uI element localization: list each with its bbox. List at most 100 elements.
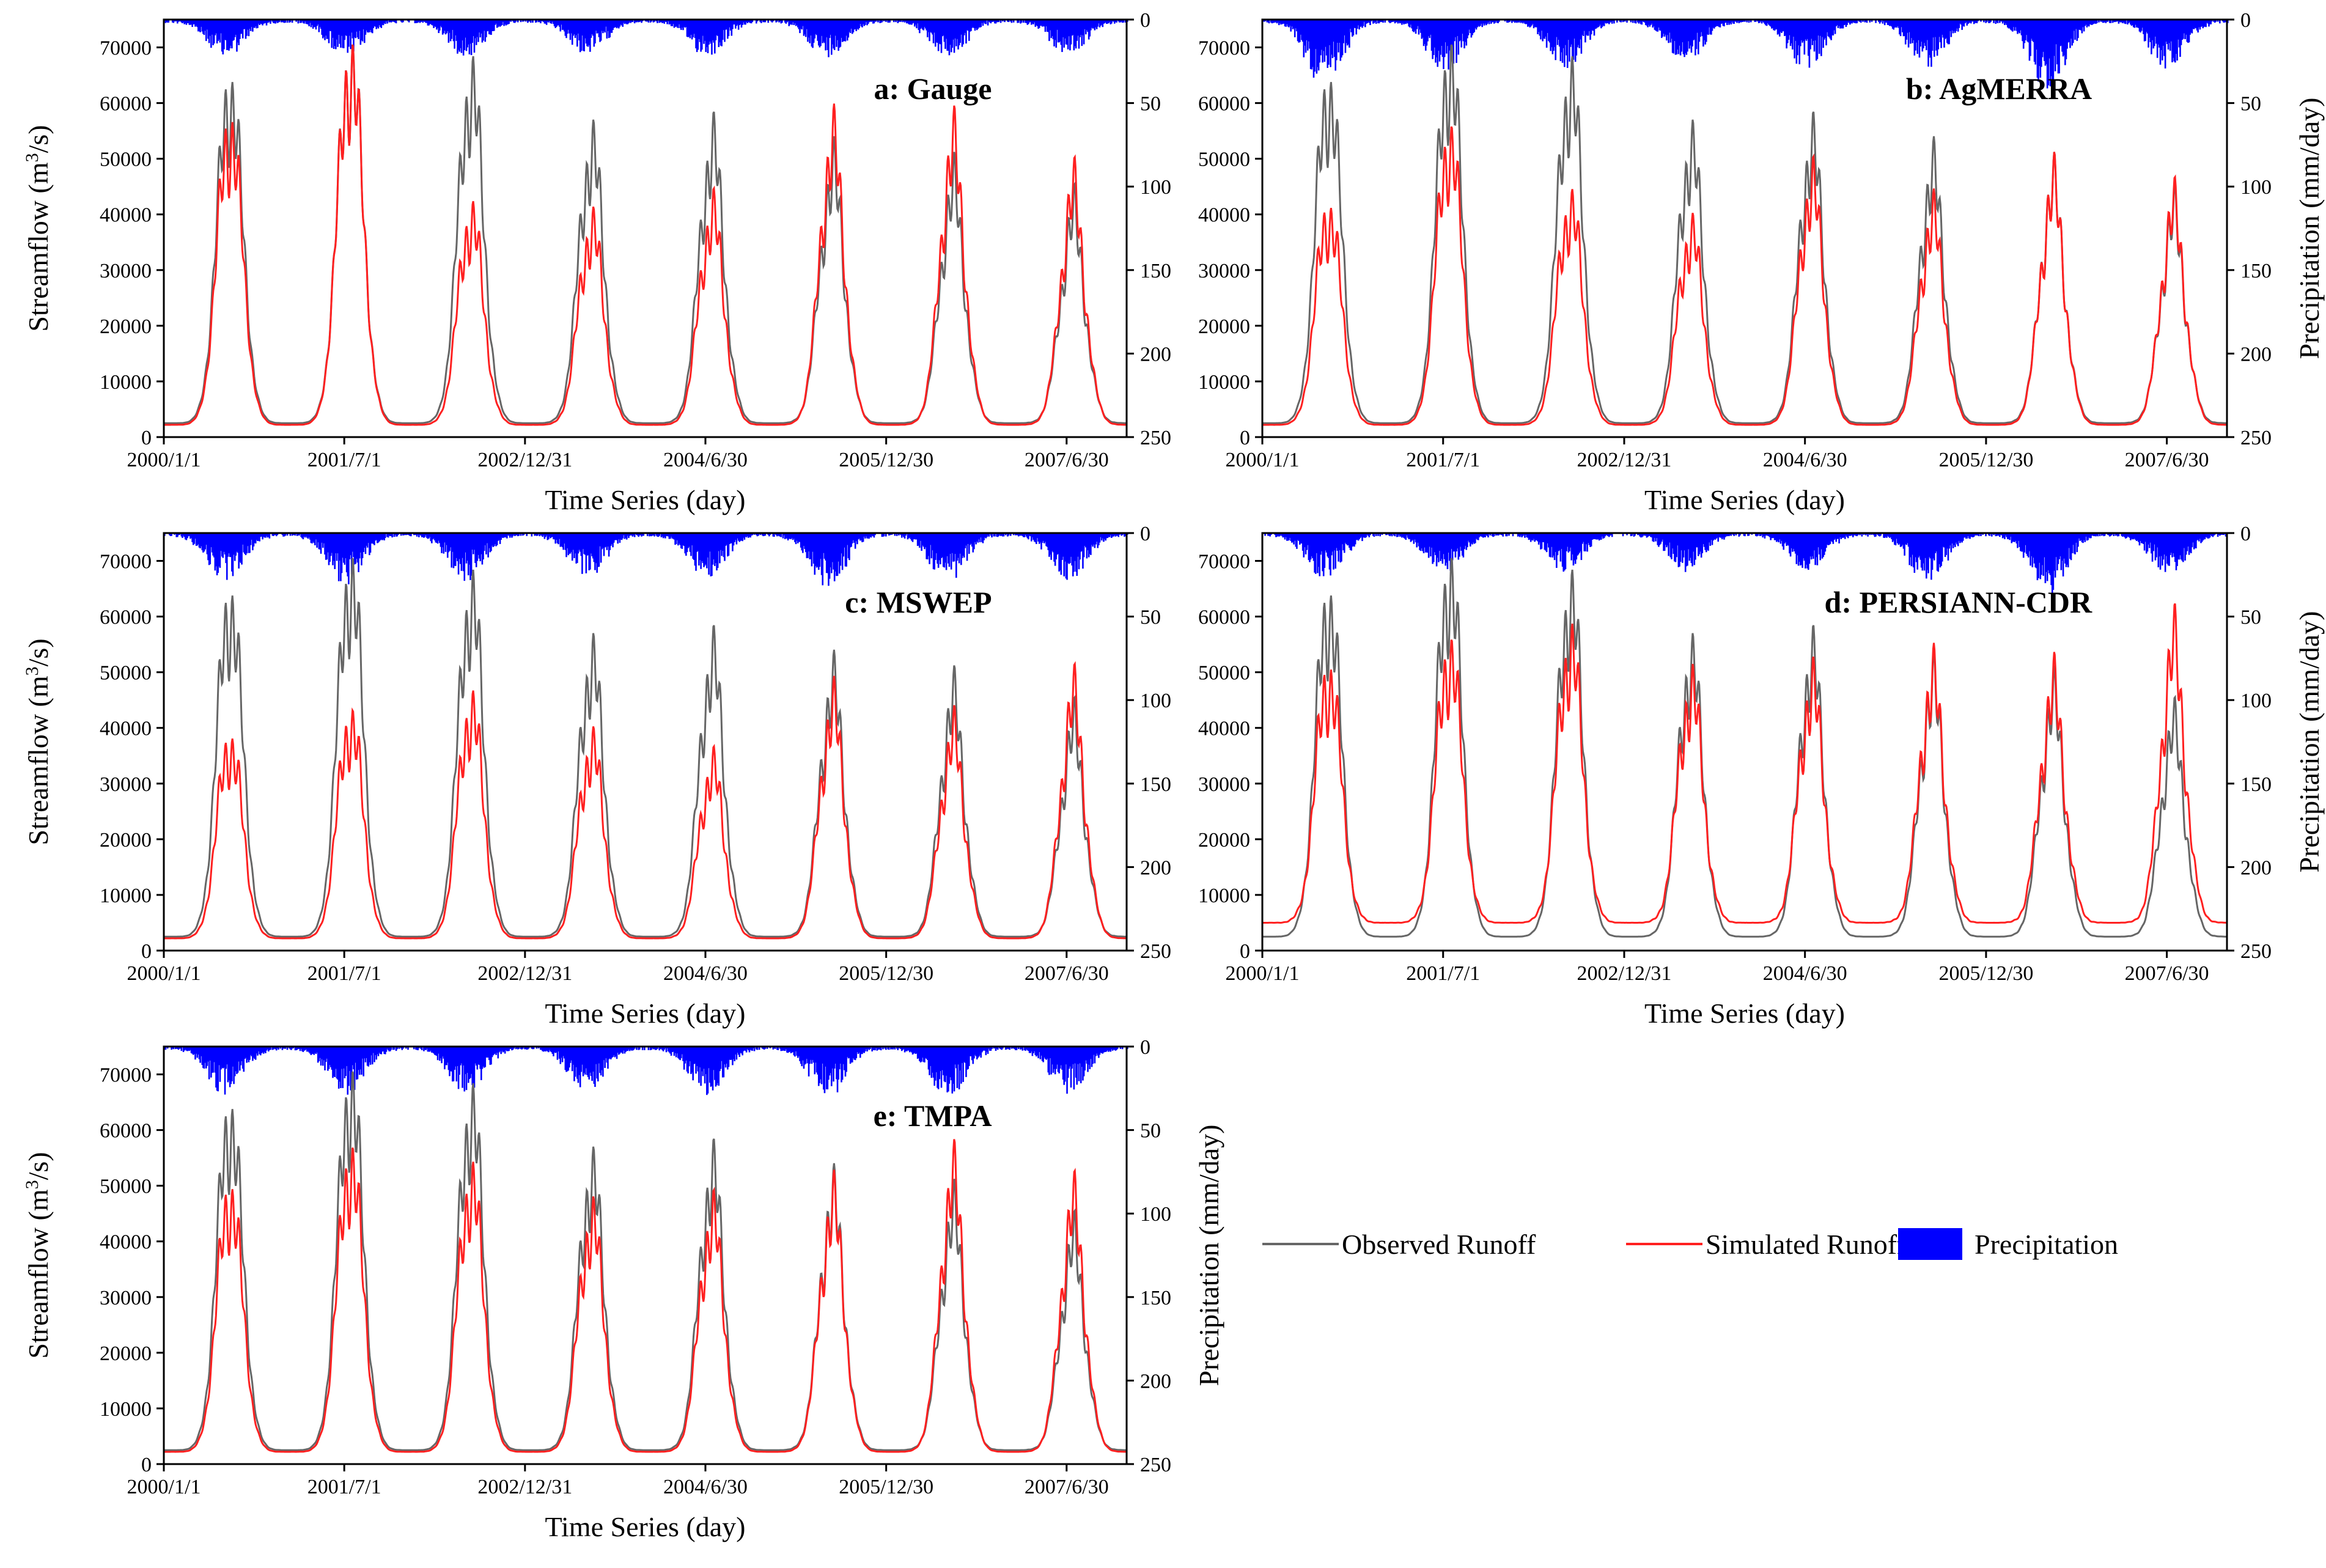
precipitation-bar (1781, 20, 1783, 33)
precipitation-bar (973, 1047, 975, 1059)
precipitation-bar (570, 20, 572, 34)
precipitation-bar (863, 1047, 866, 1053)
precipitation-bar (817, 1047, 819, 1075)
precipitation-bar (331, 533, 333, 553)
precipitation-bar (294, 1047, 296, 1051)
precipitation-bar (996, 533, 998, 537)
precipitation-bar (1802, 20, 1805, 42)
y2-tick-label: 200 (2240, 343, 2272, 366)
precipitation-bar (642, 533, 645, 536)
precipitation-bar (2108, 533, 2110, 536)
precipitation-bar (363, 533, 364, 552)
precipitation-bar (206, 20, 208, 30)
precipitation-bar (182, 1047, 185, 1052)
precipitation-bar (2135, 533, 2136, 540)
precipitation-bar (1948, 20, 1950, 45)
precipitation-bar (175, 1047, 178, 1049)
precipitation-bar (858, 20, 860, 28)
precipitation-bar (1768, 20, 1770, 25)
precipitation-bar (1885, 20, 1887, 23)
precipitation-bar (1817, 533, 1819, 548)
precipitation-bar (572, 533, 575, 550)
precipitation-bar (795, 533, 797, 545)
precipitation-bar (1373, 20, 1375, 23)
precipitation-bar (845, 20, 847, 36)
precipitation-bar (698, 20, 700, 39)
precipitation-bar (2081, 533, 2083, 543)
precipitation-bar (1942, 533, 1945, 547)
precipitation-bar (1941, 20, 1943, 35)
precipitation-bar (1879, 533, 1881, 537)
precipitation-bar (282, 20, 284, 23)
precipitation-bar (470, 1047, 473, 1074)
precipitation-bar (358, 20, 361, 31)
precipitation-bar (2001, 533, 2004, 539)
precipitation-bar (791, 20, 793, 25)
precipitation-bar (1347, 533, 1350, 545)
precipitation-bar (303, 20, 305, 24)
precipitation-bar (1007, 533, 1010, 536)
precipitation-bar (1500, 533, 1502, 536)
precipitation-bar (849, 20, 852, 34)
precipitation-bar (537, 533, 539, 536)
precipitation-bar (414, 20, 416, 23)
precipitation-bar (913, 20, 915, 23)
precipitation-bar (830, 1047, 831, 1073)
precipitation-bar (1496, 533, 1498, 536)
precipitation-bar (575, 1047, 577, 1067)
precipitation-bar (2167, 533, 2170, 565)
precipitation-bar (432, 533, 434, 540)
precipitation-bar (286, 20, 289, 23)
precipitation-bar (374, 533, 375, 545)
precipitation-bar (950, 20, 952, 53)
precipitation-bar (1457, 533, 1460, 560)
precipitation-bar (776, 1047, 778, 1050)
precipitation-bar (558, 533, 559, 545)
precipitation-bar (1350, 533, 1352, 551)
precipitation-bar (2180, 20, 2182, 45)
precipitation-bar (463, 533, 466, 581)
precipitation-bar (209, 20, 212, 36)
precipitation-bar (1810, 533, 1813, 560)
precipitation-bar (708, 20, 710, 45)
precipitation-bar (1484, 533, 1486, 537)
precipitation-bar (1100, 1047, 1102, 1053)
precipitation-bars (1262, 20, 2229, 89)
precipitation-bar (1534, 533, 1536, 542)
precipitation-bar (571, 1047, 573, 1072)
precipitation-bar (873, 533, 875, 538)
precipitation-bar (470, 533, 473, 576)
precipitation-bar (480, 1047, 482, 1080)
precipitation-bar (1468, 533, 1470, 543)
precipitation-bar (1958, 533, 1960, 541)
precipitation-bar (1800, 533, 1802, 566)
precipitation-bar (1522, 533, 1524, 537)
precipitation-bar (199, 20, 201, 32)
precipitation-bar (259, 20, 260, 26)
precipitation-bar (762, 1047, 764, 1050)
precipitation-bar (517, 533, 519, 537)
precipitation-bar (1300, 20, 1302, 35)
precipitation-bar (548, 533, 550, 540)
y-tick-label: 40000 (100, 204, 152, 227)
precipitation-bar (1696, 533, 1698, 548)
precipitation-bar (2014, 533, 2017, 541)
precipitation-bar (1587, 533, 1589, 543)
precipitation-bar (910, 1047, 912, 1051)
precipitation-bar (1537, 20, 1539, 34)
precipitation-bar (659, 20, 661, 23)
precipitation-bar (1415, 20, 1417, 34)
precipitation-bar (1058, 20, 1060, 43)
precipitation-bar (1921, 20, 1924, 52)
precipitation-bar (1846, 533, 1848, 537)
precipitation-bar (1937, 533, 1940, 572)
precipitation-bar (604, 20, 606, 33)
precipitation-bar (174, 1047, 177, 1050)
precipitation-bar (603, 1047, 605, 1061)
precipitation-bar (319, 1047, 321, 1058)
precipitation-bar (820, 533, 823, 575)
precipitation-bar (252, 20, 254, 32)
precipitation-bar (1102, 1047, 1104, 1054)
precipitation-bar (229, 1047, 231, 1088)
precipitation-bar (954, 533, 956, 554)
